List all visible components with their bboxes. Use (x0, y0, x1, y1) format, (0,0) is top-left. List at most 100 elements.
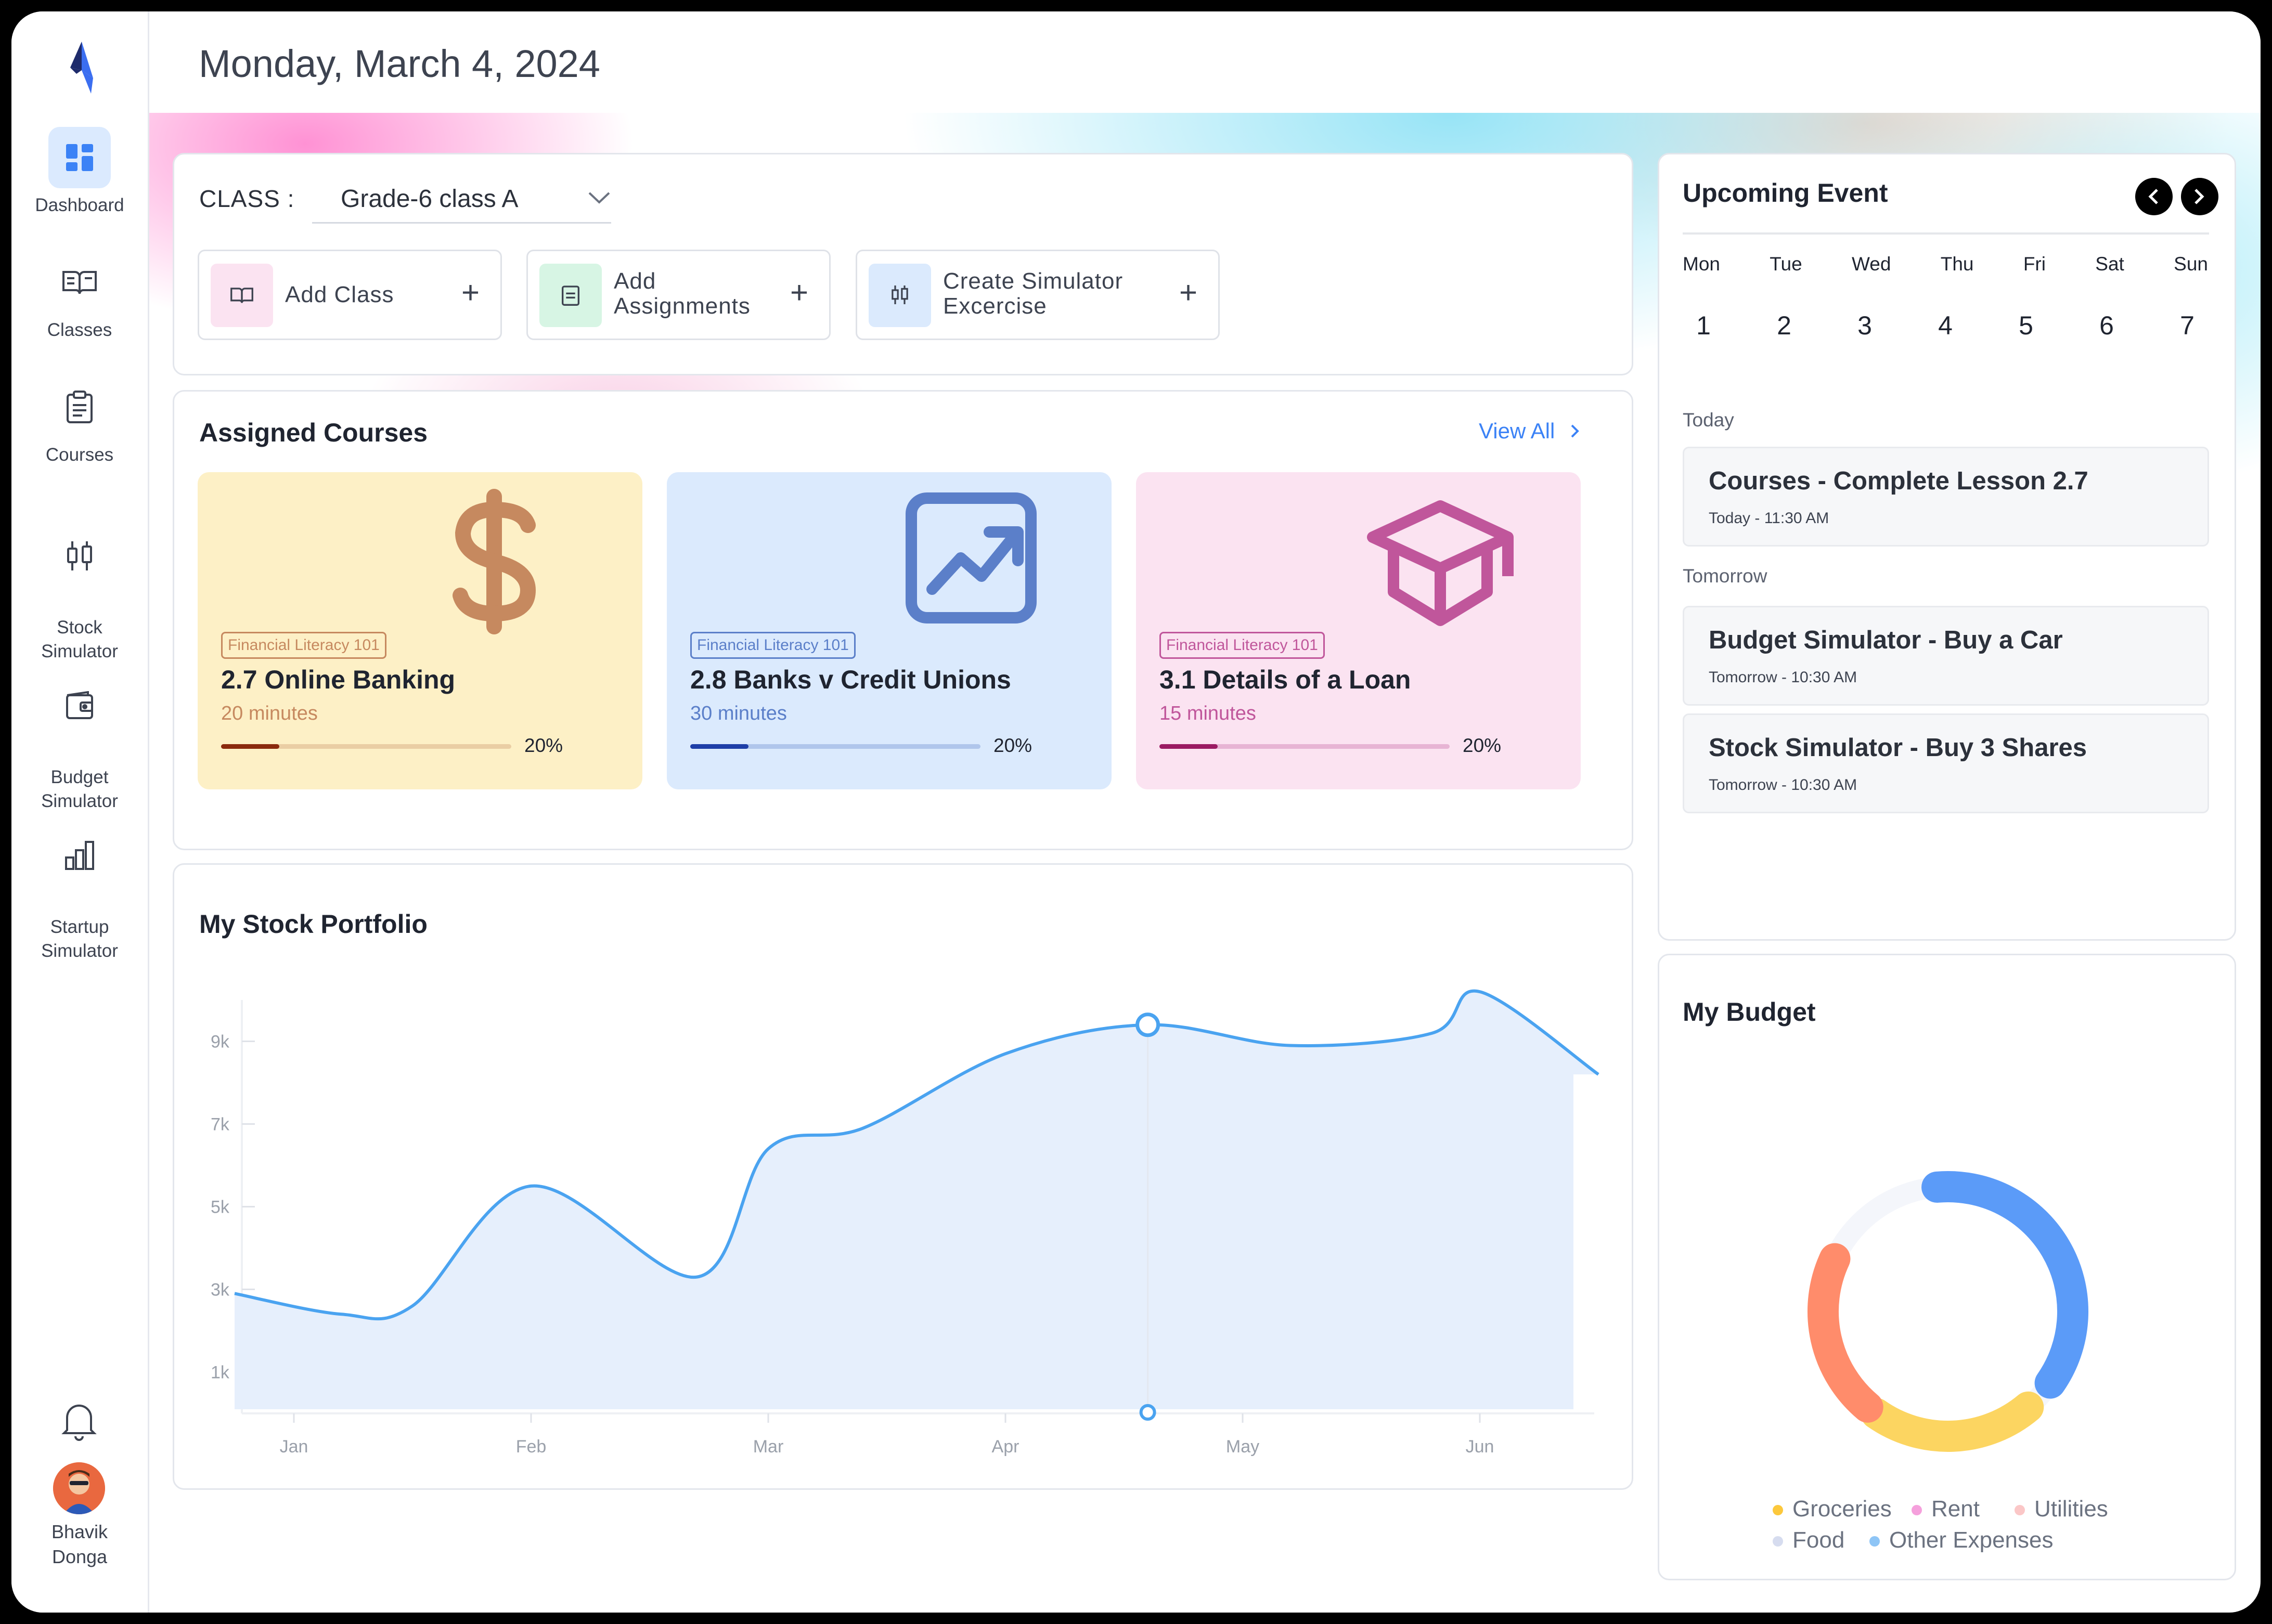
event-item[interactable]: Courses - Complete Lesson 2.7 Today - 11… (1683, 447, 2209, 547)
create-simulator-button[interactable]: Create Simulator Excercise + (856, 250, 1220, 340)
legend-label: Groceries (1792, 1496, 1892, 1522)
clipboard-icon (539, 264, 602, 327)
sidebar-item-label: Budget Simulator (41, 767, 118, 811)
calendar-date[interactable]: 2 (1777, 311, 1791, 340)
event-meta: Today - 11:30 AM (1709, 510, 1829, 527)
sidebar-item-startup-simulator[interactable]: Startup Simulator (11, 801, 148, 963)
sidebar-item-courses[interactable]: Courses (11, 376, 148, 467)
progress-percent: 20% (524, 735, 563, 756)
chevron-right-icon (1571, 424, 1579, 438)
class-select[interactable]: Grade-6 class A (312, 175, 611, 224)
plus-icon: + (790, 275, 808, 310)
sidebar-item-label: Dashboard (35, 195, 124, 215)
x-tick-label: May (1226, 1437, 1259, 1457)
date-row: 1 2 3 4 5 6 7 (1688, 310, 2203, 341)
sidebar-item-dashboard[interactable]: Dashboard (11, 127, 148, 217)
portfolio-chart[interactable]: 1k 3k 5k 7k 9k Jan Feb Mar Apr May Jun (174, 865, 1632, 1488)
wallet-icon (48, 675, 111, 736)
sidebar-item-label: Courses (45, 445, 114, 465)
dashboard-icon (48, 127, 111, 188)
next-week-button[interactable] (2181, 178, 2218, 215)
sidebar-item-budget-simulator[interactable]: Budget Simulator (11, 651, 148, 813)
event-item[interactable]: Budget Simulator - Buy a Car Tomorrow - … (1683, 606, 2209, 706)
add-class-button[interactable]: Add Class + (198, 250, 502, 340)
donut-slice[interactable] (1861, 1391, 2044, 1452)
budget-legend: Groceries Rent Utilities Food Other Expe… (1659, 1496, 2238, 1569)
avatar[interactable] (53, 1462, 105, 1514)
divider (1683, 232, 2209, 235)
calendar-date[interactable]: 3 (1857, 311, 1872, 340)
book-icon (211, 264, 273, 327)
donut-slice[interactable] (1921, 1171, 2088, 1399)
course-card[interactable]: Financial Literacy 101 2.7 Online Bankin… (198, 472, 642, 789)
legend-item: Food (1773, 1527, 1844, 1553)
add-assignments-button[interactable]: Add Assignments + (526, 250, 831, 340)
logo-icon[interactable] (61, 42, 102, 94)
class-select-value: Grade-6 class A (341, 185, 519, 213)
weekday-label: Wed (1852, 253, 1891, 275)
chevron-left-icon (2148, 189, 2158, 204)
legend-dot (2015, 1505, 2025, 1516)
progress-bar (221, 744, 511, 749)
notification-bell-icon[interactable] (61, 1400, 97, 1441)
x-tick-label: Feb (516, 1437, 547, 1457)
dollar-icon (453, 489, 536, 634)
my-budget-card: My Budget Groceries Rent Utilities Food … (1658, 954, 2236, 1580)
area-fill (235, 991, 1598, 1409)
event-meta: Tomorrow - 10:30 AM (1709, 669, 1857, 686)
legend-label: Rent (1931, 1496, 1980, 1522)
calendar-date[interactable]: 6 (2099, 311, 2114, 340)
sidebar-item-classes[interactable]: Classes (11, 252, 148, 342)
y-tick-label: 9k (211, 1032, 230, 1052)
budget-donut-chart[interactable] (1800, 1163, 2096, 1460)
progress-percent: 20% (993, 735, 1032, 756)
legend-item: Rent (1912, 1496, 1980, 1522)
stock-portfolio-card: My Stock Portfolio 1k 3k 5k 7k 9k Jan Feb Mar Ap… (173, 863, 1633, 1490)
weekday-label: Fri (2023, 253, 2046, 275)
event-title: Stock Simulator - Buy 3 Shares (1709, 734, 2087, 762)
event-meta: Tomorrow - 10:30 AM (1709, 776, 1857, 794)
x-tick-label: Apr (992, 1437, 1019, 1457)
view-all-label: View All (1479, 419, 1555, 443)
legend-item: Groceries (1773, 1496, 1892, 1522)
clipboard-icon (48, 376, 111, 438)
weekday-row: Mon Tue Wed Thu Fri Sat Sun (1683, 253, 2208, 275)
event-item[interactable]: Stock Simulator - Buy 3 Shares Tomorrow … (1683, 713, 2209, 813)
group-label-today: Today (1683, 409, 1734, 431)
view-all-link[interactable]: View All (1479, 419, 1580, 444)
sidebar-item-label: Stock Simulator (41, 617, 118, 661)
calendar-date[interactable]: 7 (2180, 311, 2194, 340)
legend-item: Utilities (2015, 1496, 2108, 1522)
legend-dot (1869, 1536, 1880, 1547)
graduation-cap-icon (1367, 500, 1514, 626)
event-title: Budget Simulator - Buy a Car (1709, 626, 2063, 654)
course-tag: Financial Literacy 101 (1159, 632, 1325, 659)
class-label: CLASS : (199, 185, 295, 212)
course-card[interactable]: Financial Literacy 101 3.1 Details of a … (1136, 472, 1581, 789)
legend-label: Other Expenses (1889, 1527, 2054, 1553)
sliders-icon (869, 264, 931, 327)
calendar-date[interactable]: 4 (1938, 311, 1953, 340)
course-duration: 20 minutes (221, 703, 318, 724)
section-title: Upcoming Event (1683, 178, 1888, 207)
legend-dot (1773, 1505, 1783, 1516)
progress-fill (1159, 744, 1218, 749)
x-axis-marker (1139, 1404, 1156, 1421)
upcoming-event-card: Upcoming Event Mon Tue Wed Thu Fri Sat Sun 1 2 3… (1658, 153, 2236, 941)
y-tick-label: 5k (211, 1198, 230, 1217)
progress-percent: 20% (1463, 735, 1502, 756)
highlight-point[interactable] (1135, 1012, 1160, 1037)
course-card[interactable]: Financial Literacy 101 2.8 Banks v Credi… (667, 472, 1112, 789)
x-tick-label: Jun (1466, 1437, 1494, 1457)
calendar-date[interactable]: 5 (2019, 311, 2033, 340)
y-tick-label: 7k (211, 1115, 230, 1135)
donut-slice[interactable] (1808, 1243, 1883, 1423)
prev-week-button[interactable] (2135, 178, 2173, 215)
calendar-date[interactable]: 1 (1696, 311, 1711, 340)
stock-icon (48, 525, 111, 587)
x-tick-label: Mar (753, 1437, 784, 1457)
user-name[interactable]: Bhavik Donga (51, 1521, 108, 1567)
sidebar-item-stock-simulator[interactable]: Stock Simulator (11, 501, 148, 664)
course-tag: Financial Literacy 101 (221, 632, 386, 659)
legend-dot (1773, 1536, 1783, 1547)
